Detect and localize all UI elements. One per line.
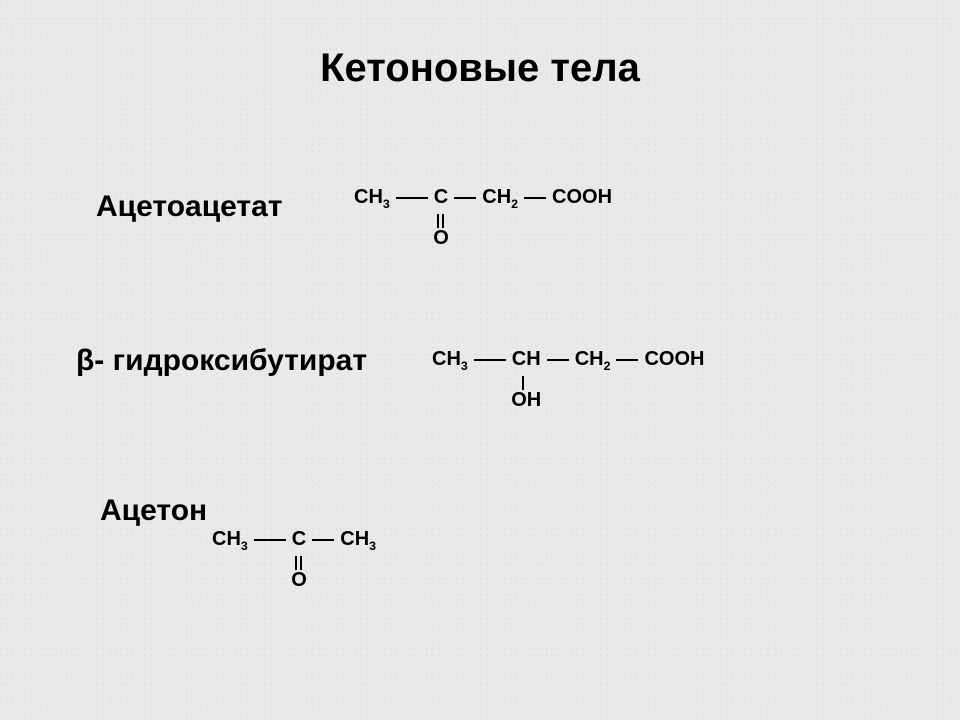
formula-group: CH3	[432, 348, 468, 371]
bond-single	[547, 359, 569, 361]
label-acetone: Ацетон	[100, 494, 207, 528]
formula-group: CH3	[354, 186, 390, 209]
formula-group: COOH	[552, 186, 612, 209]
formula-group: CH	[512, 348, 541, 371]
formula-group: CH3	[340, 528, 376, 551]
formula-beta-hydroxybutyrate: CH3CHCH2COOHOH	[432, 348, 704, 371]
label-acetoacetate: Ацетоацетат	[96, 190, 283, 224]
bond-single	[396, 197, 428, 199]
slide-title: Кетоновые тела	[0, 46, 960, 91]
slide: Кетоновые тела Ацетоацетат β- гидроксибу…	[0, 0, 960, 720]
label-beta-hydroxybutyrate: β- гидроксибутират	[76, 344, 367, 378]
formula-group: COOH	[644, 348, 704, 371]
bond-single	[524, 197, 546, 199]
formula-substituent: O	[291, 569, 307, 592]
formula-acetoacetate: CH3CCH2COOHO	[354, 186, 612, 209]
formula-group: C	[434, 186, 448, 209]
formula-group: CH2	[575, 348, 611, 371]
formula-substituent: O	[433, 227, 449, 250]
formula-substituent: OH	[511, 389, 541, 412]
bond-single	[312, 539, 334, 541]
bond-single	[474, 359, 506, 361]
formula-group: C	[292, 528, 306, 551]
formula-group: CH3	[212, 528, 248, 551]
bond-single	[254, 539, 286, 541]
formula-group: CH2	[482, 186, 518, 209]
formula-acetone: CH3CCH3O	[212, 528, 376, 551]
bond-single	[454, 197, 476, 199]
bond-single	[616, 359, 638, 361]
